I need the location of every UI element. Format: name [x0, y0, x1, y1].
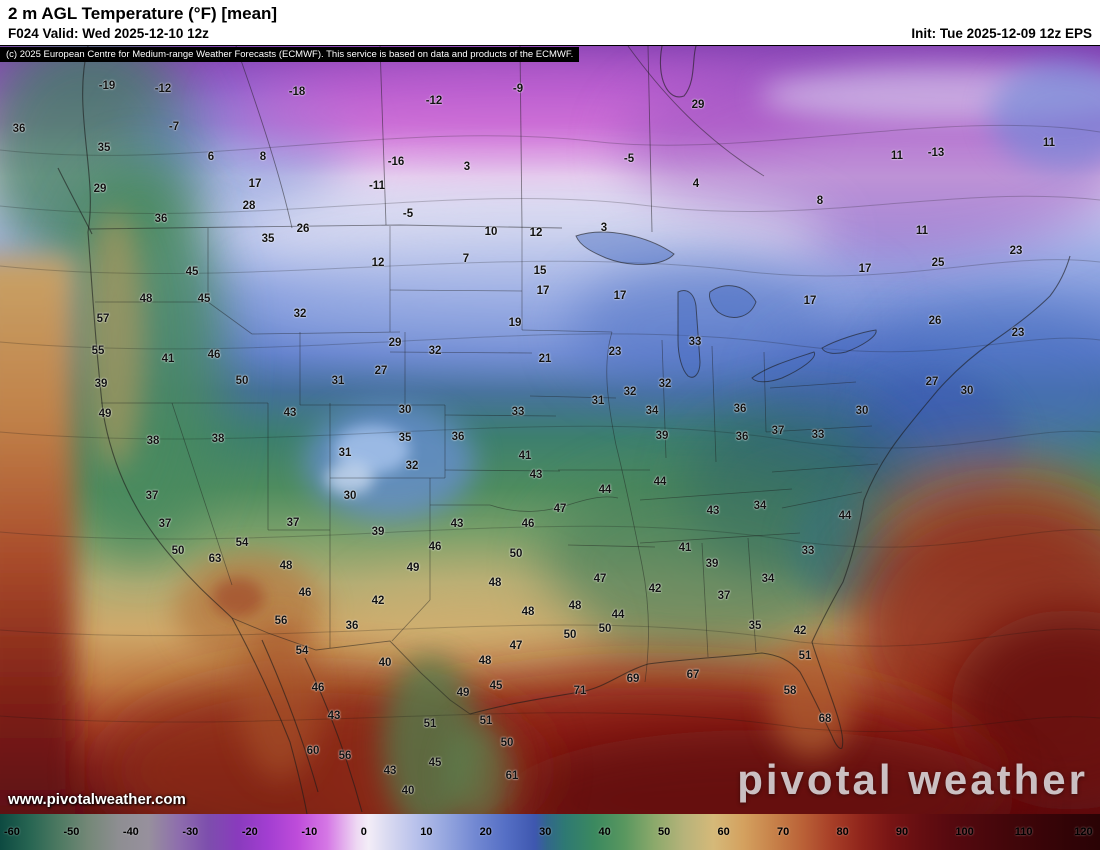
- political-borders: [89, 45, 765, 715]
- colorbar-tick: -60: [4, 826, 20, 838]
- vancouver-island: [57, 167, 93, 235]
- gulf-of-california: [261, 639, 319, 793]
- colorbar-tick: 30: [539, 826, 552, 838]
- colorbar-tick: 100: [955, 826, 974, 838]
- init-time: Init: Tue 2025-12-09 12z EPS: [911, 26, 1092, 41]
- colorbar-tick: 110: [1014, 826, 1033, 838]
- great-lakes: [575, 231, 877, 383]
- colorbar-tick: 70: [776, 826, 790, 838]
- us-canada-border: [89, 224, 563, 230]
- colorbar-tick: 0: [360, 826, 367, 838]
- colorbar-tick: 20: [479, 826, 492, 838]
- pacific-coast: [82, 45, 233, 619]
- copyright-strip: (c) 2025 European Centre for Medium-rang…: [0, 47, 580, 62]
- map-title: 2 m AGL Temperature (°F) [mean]: [8, 4, 278, 23]
- colorbar-tick: 10: [420, 826, 433, 838]
- temperature-field-regions: [0, 30, 1100, 850]
- colorbar-tick: -40: [122, 826, 139, 838]
- colorbar-tick: -30: [182, 826, 199, 838]
- temperature-contours: [0, 124, 1100, 733]
- james-bay: [659, 45, 697, 98]
- header: 2 m AGL Temperature (°F) [mean] F024 Val…: [0, 0, 1100, 46]
- state-borders: [95, 226, 879, 683]
- colorbar-tick: 50: [658, 826, 671, 838]
- us-mexico-border: [231, 617, 471, 715]
- baja-peninsula: [231, 617, 308, 815]
- brand-watermark: pivotal weather: [737, 756, 1088, 803]
- colorbar-tick: 40: [598, 826, 611, 838]
- colorbar-tick: 80: [836, 826, 849, 838]
- colorbar-tick: -10: [301, 826, 318, 838]
- temperature-colorbar: -60 -50 -40 -30 -20 -10 0 10 20 30 40 50 60 70 80 90 100…: [0, 814, 1100, 850]
- gulf-and-atlantic-coast: [469, 255, 1071, 750]
- colorbar-tick: 90: [895, 826, 909, 838]
- colorbar-tick: 120: [1074, 826, 1093, 838]
- colorbar-tick: 60: [717, 826, 730, 838]
- colorbar-tick: -20: [241, 826, 258, 838]
- site-url-watermark: www.pivotalweather.com: [8, 791, 186, 808]
- mexico-west-coast: [304, 657, 363, 813]
- valid-time: F024 Valid: Wed 2025-12-10 12z: [8, 26, 209, 41]
- colorbar-tick: -50: [63, 826, 80, 838]
- coastlines: [57, 45, 1071, 815]
